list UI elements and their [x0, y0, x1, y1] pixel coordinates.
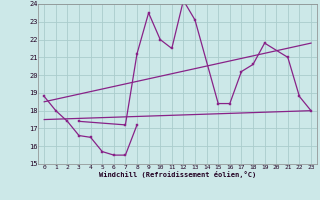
X-axis label: Windchill (Refroidissement éolien,°C): Windchill (Refroidissement éolien,°C): [99, 171, 256, 178]
